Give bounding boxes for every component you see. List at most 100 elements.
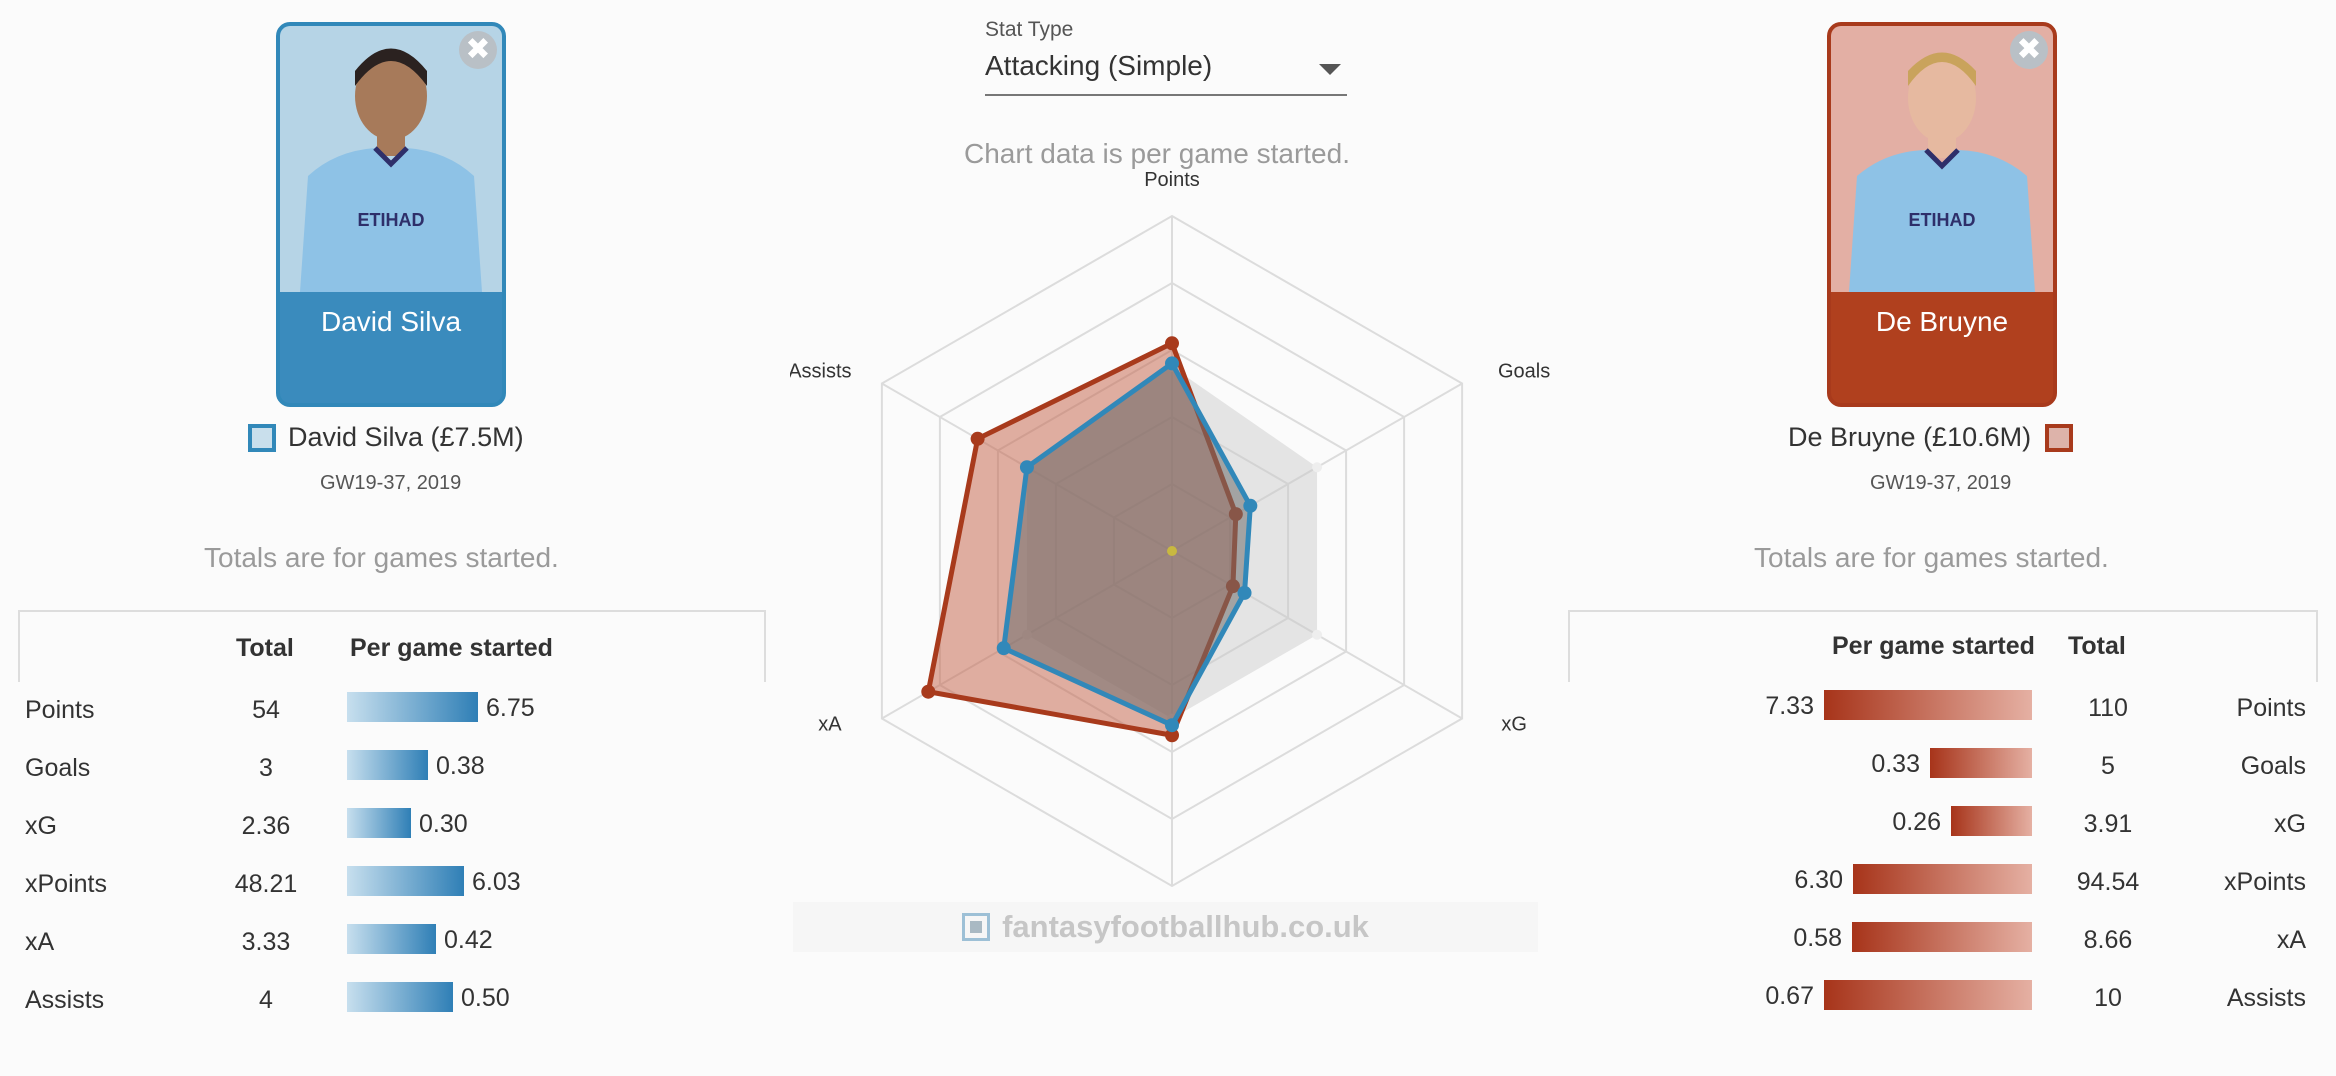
row-per-game: 0.33	[1871, 750, 1920, 778]
row-total: 4	[259, 986, 273, 1014]
per-game-bar	[1852, 922, 2032, 952]
stats-table-right-header-box	[1568, 610, 2318, 682]
table-row: 6.30 94.54 xPoints	[1560, 862, 2336, 902]
radar-series-group	[921, 336, 1323, 743]
period-left: GW19-37, 2019	[320, 472, 462, 494]
radar-point	[1312, 462, 1323, 473]
row-per-game: 7.33	[1765, 692, 1814, 720]
row-per-game: 0.50	[461, 984, 510, 1012]
per-game-bar	[1951, 806, 2032, 836]
row-total: 5	[2101, 752, 2115, 780]
table-row: 0.58 8.66 xA	[1560, 920, 2336, 960]
per-game-bar	[347, 750, 428, 780]
legend-label-right: De Bruyne (£10.6M)	[1788, 422, 2032, 452]
per-game-bar	[1930, 748, 2032, 778]
row-label: xA	[25, 928, 55, 956]
row-per-game: 0.38	[436, 752, 485, 780]
row-label: Goals	[25, 754, 91, 782]
row-label: xA	[2276, 926, 2306, 954]
row-per-game: 6.30	[1794, 866, 1843, 894]
radar-point	[1019, 460, 1034, 475]
row-total: 10	[2094, 984, 2122, 1012]
radar-point	[1243, 498, 1258, 513]
player-card-left[interactable]: ETIHAD David Silva ✖	[276, 22, 506, 407]
radar-point	[1165, 356, 1179, 371]
table-row: 0.33 5 Goals	[1560, 746, 2336, 786]
svg-text:ETIHAD: ETIHAD	[358, 210, 425, 230]
radar-point	[921, 684, 936, 699]
row-total: 3	[259, 754, 273, 782]
svg-text:ETIHAD: ETIHAD	[1909, 210, 1976, 230]
radar-point	[970, 431, 985, 446]
table-header-total-right: Total	[2068, 632, 2126, 660]
table-row: Assists 4 0.50	[0, 980, 780, 1020]
row-label: Points	[2236, 694, 2306, 722]
row-total: 54	[252, 696, 280, 724]
per-game-bar	[347, 808, 411, 838]
watermark-text: fantasyfootballhub.co.uk	[1002, 909, 1369, 944]
row-label: Points	[25, 696, 95, 724]
watermark: fantasyfootballhub.co.uk	[793, 902, 1538, 952]
table-row: 0.26 3.91 xG	[1560, 804, 2336, 844]
player-photo-left: ETIHAD	[280, 26, 502, 292]
row-label: xG	[25, 812, 57, 840]
row-total: 8.66	[2083, 926, 2133, 954]
radar-axis-label: Assists	[790, 361, 852, 383]
row-total: 3.33	[241, 928, 291, 956]
row-per-game: 0.67	[1765, 982, 1814, 1010]
stat-type-label: Stat Type	[985, 18, 1074, 41]
row-per-game: 6.03	[472, 868, 521, 896]
close-icon-left[interactable]: ✖	[459, 31, 497, 69]
row-label: Goals	[2240, 752, 2306, 780]
table-row: 7.33 110 Points	[1560, 688, 2336, 728]
row-label: xPoints	[2224, 868, 2306, 896]
close-icon-right[interactable]: ✖	[2010, 31, 2048, 69]
row-label: Assists	[2226, 984, 2306, 1012]
radar-point	[1165, 728, 1179, 743]
row-label: Assists	[25, 986, 105, 1014]
legend-right: De Bruyne (£10.6M)	[1788, 422, 2074, 453]
row-label: xPoints	[25, 870, 107, 898]
player-photo-right: ETIHAD	[1831, 26, 2053, 292]
chart-note: Chart data is per game started.	[964, 138, 1350, 169]
radar-point	[1165, 718, 1179, 733]
totals-note-right: Totals are for games started.	[1754, 542, 2109, 573]
row-per-game: 0.26	[1892, 808, 1941, 836]
radar-axis-label: Goals	[1498, 361, 1550, 383]
table-header-pergame-left: Per game started	[350, 634, 553, 662]
radar-center-point	[1167, 546, 1177, 556]
per-game-bar	[347, 982, 453, 1012]
radar-point	[996, 641, 1011, 656]
table-row: Points 54 6.75	[0, 690, 780, 730]
legend-swatch-left[interactable]	[248, 423, 276, 452]
row-per-game: 0.58	[1793, 924, 1842, 952]
radar-axis-label: xG	[1501, 714, 1527, 736]
radar-chart: PointsGoalsxGxPointsxAAssists	[790, 170, 1550, 930]
per-game-bar	[347, 866, 464, 896]
watermark-logo-icon	[962, 913, 991, 941]
stat-type-select[interactable]: Attacking (Simple)	[985, 50, 1347, 96]
table-row: xG 2.36 0.30	[0, 806, 780, 846]
row-total: 94.54	[2076, 868, 2140, 896]
chevron-down-icon[interactable]	[1319, 64, 1341, 75]
radar-point	[1237, 585, 1252, 600]
totals-note-left: Totals are for games started.	[204, 542, 559, 573]
table-row: xPoints 48.21 6.03	[0, 864, 780, 904]
row-per-game: 0.30	[419, 810, 468, 838]
legend-swatch-right[interactable]	[2045, 423, 2074, 452]
table-row: xA 3.33 0.42	[0, 922, 780, 962]
player-name-left: David Silva	[320, 306, 462, 337]
per-game-bar	[1853, 864, 2032, 894]
row-label: xG	[2274, 810, 2306, 838]
player-card-right[interactable]: ETIHAD De Bruyne ✖	[1827, 22, 2057, 407]
stat-type-value: Attacking (Simple)	[985, 50, 1213, 81]
row-total: 3.91	[2083, 810, 2133, 838]
row-per-game: 6.75	[486, 694, 535, 722]
stats-table-left-header-box	[18, 610, 766, 682]
radar-point	[1165, 336, 1179, 351]
per-game-bar	[347, 924, 436, 954]
row-total: 48.21	[234, 870, 298, 898]
period-right: GW19-37, 2019	[1870, 472, 2012, 494]
radar-axis-label: Points	[1144, 170, 1200, 191]
radar-axis-label: xA	[818, 714, 842, 736]
